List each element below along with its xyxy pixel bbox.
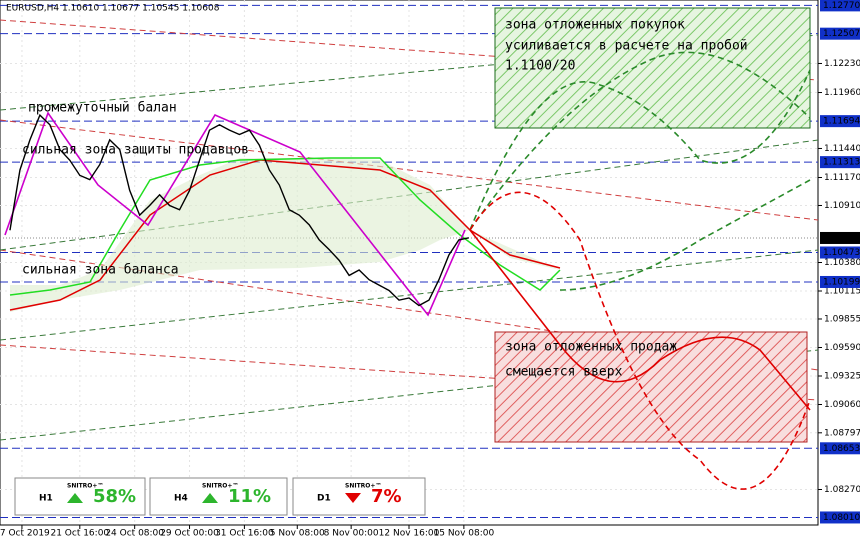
x-tick-label: 24 Oct 08:00	[105, 529, 164, 539]
level-box	[820, 0, 860, 12]
price-line	[9, 113, 470, 307]
y-tick-label: 1.08797	[824, 428, 860, 438]
y-tick-label: 1.09325	[824, 371, 860, 381]
widget-brand: SNITRO+™	[67, 483, 103, 490]
widget-arrow	[67, 493, 83, 503]
cloud	[10, 158, 560, 312]
widget-arrow	[202, 493, 218, 503]
annotation: 1.1100/20	[505, 59, 575, 74]
widget-timeframe: D1	[317, 494, 331, 504]
widget-timeframe: H4	[174, 494, 188, 504]
y-tick-label: 1.09855	[824, 314, 860, 324]
widget-timeframe: H1	[39, 494, 53, 504]
y-tick-label: 1.12230	[824, 59, 860, 69]
y-tick-label: 1.10910	[824, 201, 860, 211]
x-tick-label: 8 Nov 00:00	[324, 529, 379, 539]
level-box	[820, 156, 860, 169]
annotation: зона отложенных покупок	[505, 18, 685, 33]
level-box	[820, 246, 860, 259]
annotation: промежуточный балан	[28, 101, 177, 116]
level-label: 1.08010	[823, 513, 860, 523]
y-tick-label: 1.08270	[824, 485, 860, 495]
level-label: 1.10199	[823, 277, 860, 287]
annotation: сильная зона баланса	[22, 263, 179, 278]
price-layer	[9, 113, 470, 307]
widget-box	[149, 477, 288, 516]
level-box	[820, 442, 860, 455]
level-box	[820, 275, 860, 288]
level-label: 1.08653	[823, 444, 860, 454]
level-label: 1.11694	[823, 117, 860, 127]
x-tick-label: 29 Oct 00:00	[160, 529, 219, 539]
x-tick-label: 5 Nov 08:00	[270, 529, 325, 539]
level-label: 1.12770	[823, 1, 860, 11]
y-tick-label: 1.09590	[824, 343, 860, 353]
widget-percent: 11%	[228, 486, 271, 507]
level-label: 1.10608	[823, 233, 860, 243]
y-tick-label: 1.11440	[824, 144, 860, 154]
y-tick-label: 1.09060	[824, 400, 860, 410]
widget-brand: SNITRO+™	[202, 483, 238, 490]
annotation: смещается вверх	[505, 365, 623, 380]
annotation: зона отложенных продаж	[505, 340, 677, 355]
sell-zone	[494, 331, 808, 443]
buy-zone	[494, 7, 811, 129]
annotation: сильная зона защиты продавцов	[22, 143, 249, 158]
x-tick-label: 21 Oct 16:00	[50, 529, 109, 539]
widget-box	[14, 477, 146, 516]
level-box	[820, 115, 860, 128]
widget-arrow	[345, 493, 361, 503]
forecasts	[469, 51, 811, 490]
level-box	[820, 511, 860, 524]
chart-title: EURUSD,H4 1.10610 1.10677 1.10545 1.1060…	[6, 4, 220, 14]
widget-percent: 58%	[93, 486, 136, 507]
widget-box	[292, 477, 426, 516]
level-label: 1.12507	[823, 29, 860, 39]
y-tick-label: 1.11960	[824, 88, 860, 98]
y-tick-label: 1.11170	[824, 173, 860, 183]
widget-brand: SNITRO+™	[345, 483, 381, 490]
widget-percent: 7%	[371, 486, 402, 507]
annotation: усиливается в расчете на пробой	[505, 39, 748, 54]
level-box	[820, 27, 860, 40]
level-box	[820, 231, 860, 244]
x-tick-label: 17 Oct 2019	[0, 529, 50, 539]
x-tick-label: 31 Oct 16:00	[215, 529, 274, 539]
x-tick-label: 12 Nov 16:00	[379, 529, 440, 539]
level-label: 1.10473	[823, 248, 860, 258]
zigzag	[4, 111, 466, 317]
y-tick-label: 1.10115	[824, 287, 860, 297]
y-tick-label: 1.10380	[824, 258, 860, 268]
x-tick-label: 15 Nov 08:00	[434, 529, 495, 539]
level-label: 1.11313	[823, 158, 860, 168]
